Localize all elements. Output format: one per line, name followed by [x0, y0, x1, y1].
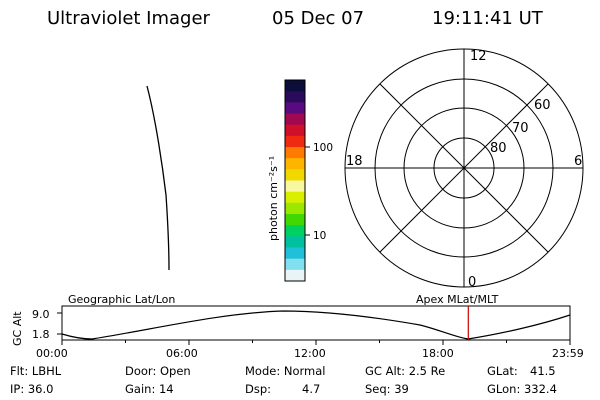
- color-scale-band: [285, 147, 305, 159]
- seq-value: Seq: 39: [365, 382, 409, 396]
- color-scale-band: [285, 247, 305, 260]
- color-scale-tick-label-10: 10: [313, 230, 326, 242]
- glat-label: GLat:: [487, 364, 518, 378]
- color-scale-band: [285, 191, 305, 204]
- timeline-ytick-1-8: 1.8: [32, 328, 50, 341]
- color-scale-band: [285, 269, 305, 282]
- mlt-label-12: 12: [470, 49, 487, 64]
- mlt-label-18: 18: [346, 154, 363, 169]
- geographic-lat-lon-label: Geographic Lat/Lon: [68, 293, 175, 306]
- apex-mlat-mlt-label: Apex MLat/MLT: [416, 293, 499, 306]
- color-scale-band: [285, 80, 305, 92]
- timeline-ytick-9: 9.0: [32, 308, 50, 321]
- color-scale-band: [285, 102, 305, 115]
- color-scale-frame: [284, 79, 306, 282]
- mlt-label-6: 6: [574, 154, 582, 169]
- color-scale-unit-label: photon cm⁻²s⁻¹: [267, 156, 280, 241]
- mlat-label-80: 80: [490, 141, 507, 156]
- geographic-track-line: [146, 85, 170, 271]
- color-scale-band: [285, 169, 305, 182]
- color-scale-bar: [285, 80, 305, 282]
- mlat-label-70: 70: [512, 121, 529, 136]
- ip-value: IP: 36.0: [10, 382, 54, 396]
- color-scale-band: [285, 214, 305, 226]
- date-label: 05 Dec 07: [272, 8, 365, 29]
- xtick-label-0000: 00:00: [36, 347, 68, 360]
- color-scale-band: [285, 158, 305, 170]
- timeline-ylabel: GC Alt: [11, 311, 24, 346]
- glon-value: GLon: 332.4: [487, 382, 557, 396]
- mlat-label-60: 60: [534, 98, 551, 113]
- filter-value: Flt: LBHL: [10, 364, 62, 378]
- mode-value: Mode: Normal: [245, 364, 326, 378]
- color-scale-band: [285, 258, 305, 271]
- color-scale-tick-label-100: 100: [313, 142, 333, 154]
- color-scale-band: [285, 91, 305, 103]
- mlt-label-0: 0: [468, 275, 476, 290]
- color-scale-band: [285, 180, 305, 193]
- color-scale-band: [285, 135, 305, 148]
- xtick-label-2359: 23:59: [552, 347, 584, 360]
- gc-alt-value: GC Alt: 2.5 Re: [365, 364, 446, 378]
- xtick-label-1200: 12:00: [294, 347, 326, 360]
- polar-diagonal-2: [379, 83, 549, 253]
- glat-value: 41.5: [530, 364, 556, 378]
- color-scale-band: [285, 202, 305, 215]
- dsp-value: 4.7: [302, 382, 321, 396]
- dsp-label: Dsp:: [245, 382, 272, 396]
- door-value: Door: Open: [125, 364, 191, 378]
- time-label: 19:11:41 UT: [432, 8, 543, 29]
- color-scale-band: [285, 225, 305, 237]
- timeline-xticks: [61, 340, 571, 345]
- instrument-title: Ultraviolet Imager: [47, 8, 210, 29]
- gain-value: Gain: 14: [125, 382, 174, 396]
- polar-grid: [344, 48, 584, 288]
- color-scale-band: [285, 113, 305, 126]
- xtick-label-1800: 18:00: [422, 347, 454, 360]
- color-scale-band: [285, 236, 305, 249]
- xtick-label-0600: 06:00: [166, 347, 198, 360]
- orbit-altitude-curve: [61, 310, 571, 340]
- color-scale-band: [285, 124, 305, 137]
